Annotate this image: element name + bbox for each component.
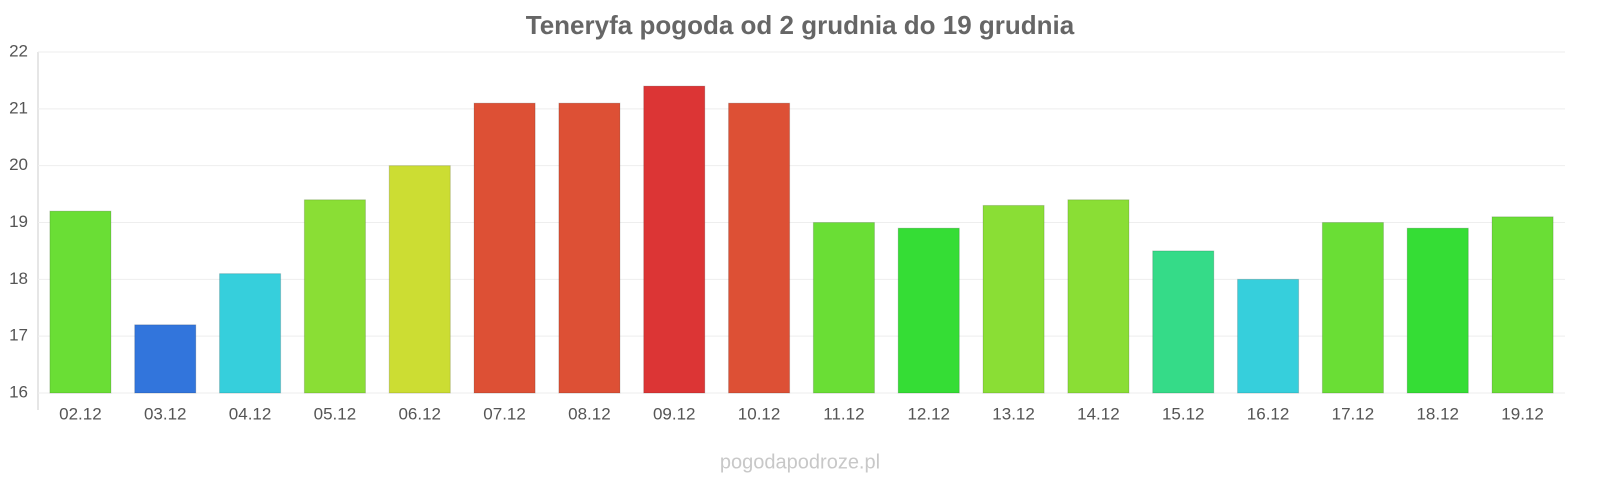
x-tick-label: 03.12 [144, 404, 187, 423]
bar [219, 273, 282, 394]
x-tick-label: 02.12 [59, 404, 102, 423]
y-tick-label: 19 [9, 212, 28, 231]
bar [1406, 227, 1469, 394]
bar [897, 227, 960, 394]
y-tick-label: 22 [9, 41, 28, 60]
y-tick-label: 20 [9, 155, 28, 174]
x-tick-label: 15.12 [1162, 404, 1205, 423]
bar [812, 222, 875, 394]
x-tick-label: 12.12 [907, 404, 950, 423]
bar [558, 102, 621, 394]
bar [49, 210, 112, 394]
bar [473, 102, 536, 394]
chart-title: Teneryfa pogoda od 2 grudnia do 19 grudn… [526, 10, 1075, 40]
x-tick-label: 17.12 [1332, 404, 1375, 423]
y-tick-label: 17 [9, 326, 28, 345]
x-tick-label: 11.12 [823, 404, 864, 423]
x-tick-label: 10.12 [738, 404, 781, 423]
bar [1321, 222, 1384, 394]
bar [1067, 199, 1130, 394]
bar [643, 85, 706, 394]
x-tick-label: 04.12 [229, 404, 272, 423]
x-tick-label: 19.12 [1501, 404, 1544, 423]
bar [388, 165, 451, 394]
x-tick-label: 14.12 [1077, 404, 1120, 423]
x-tick-label: 13.12 [992, 404, 1035, 423]
x-tick-label: 06.12 [398, 404, 441, 423]
bar [1491, 216, 1554, 394]
y-tick-label: 16 [9, 382, 28, 401]
bar [303, 199, 366, 394]
x-tick-label: 09.12 [653, 404, 696, 423]
y-tick-label: 21 [9, 98, 28, 117]
x-tick-label: 05.12 [314, 404, 357, 423]
bar [1152, 250, 1215, 394]
bar [1237, 278, 1300, 394]
x-tick-label: 18.12 [1416, 404, 1459, 423]
x-tick-label: 16.12 [1247, 404, 1290, 423]
source: pogodapodroze.pl [720, 451, 880, 473]
bar [728, 102, 791, 394]
x-tick-label: 08.12 [568, 404, 611, 423]
bar [134, 324, 197, 394]
bar [982, 204, 1045, 394]
x-tick-label: 07.12 [483, 404, 526, 423]
y-tick-label: 18 [9, 269, 28, 288]
